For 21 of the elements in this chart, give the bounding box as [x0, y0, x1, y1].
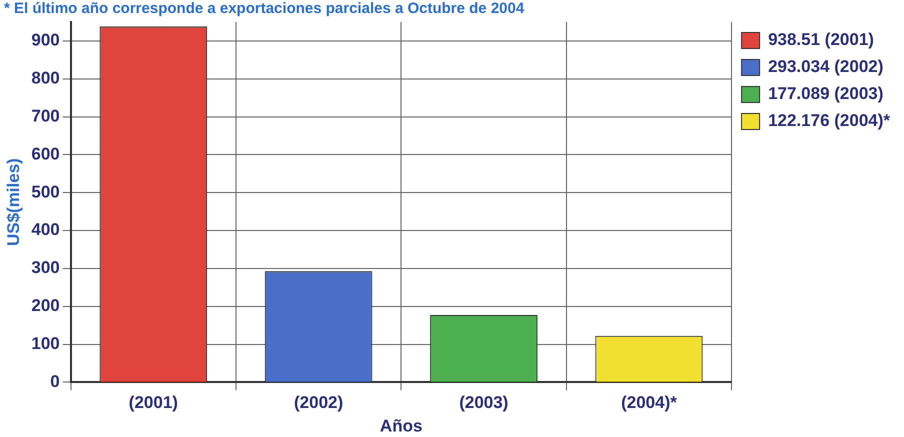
legend-label: 122.176 (2004)*: [768, 111, 890, 130]
y-tick-label: 0: [50, 372, 60, 391]
text: * El último año corresponde a exportaciones parciales a Octubre de 2004: [4, 0, 524, 17]
x-tick-label: (2001): [128, 393, 178, 412]
x-tick-label: (2004)*: [621, 393, 678, 412]
y-tick-label: 400: [31, 220, 60, 240]
y-tick-label: 500: [31, 182, 60, 202]
y-tick-label: 700: [31, 106, 60, 126]
legend-label: 293.034 (2002): [768, 57, 884, 76]
y-tick-label: 900: [31, 30, 60, 50]
y-tick-label: 600: [31, 144, 60, 164]
y-tick-label: 800: [31, 68, 60, 88]
legend-label: 938.51 (2001): [768, 30, 874, 50]
x-axis-title: Años: [380, 416, 422, 436]
legend-label: 177.089 (2003): [768, 84, 884, 104]
x-tick-label: (2003): [459, 393, 508, 412]
y-tick-label: 100: [31, 334, 60, 353]
y-tick-label: 300: [31, 258, 60, 278]
x-tick-label: (2002): [294, 393, 344, 412]
y-tick-label: 200: [31, 296, 60, 316]
y-axis-title: US$(miles): [4, 158, 23, 246]
